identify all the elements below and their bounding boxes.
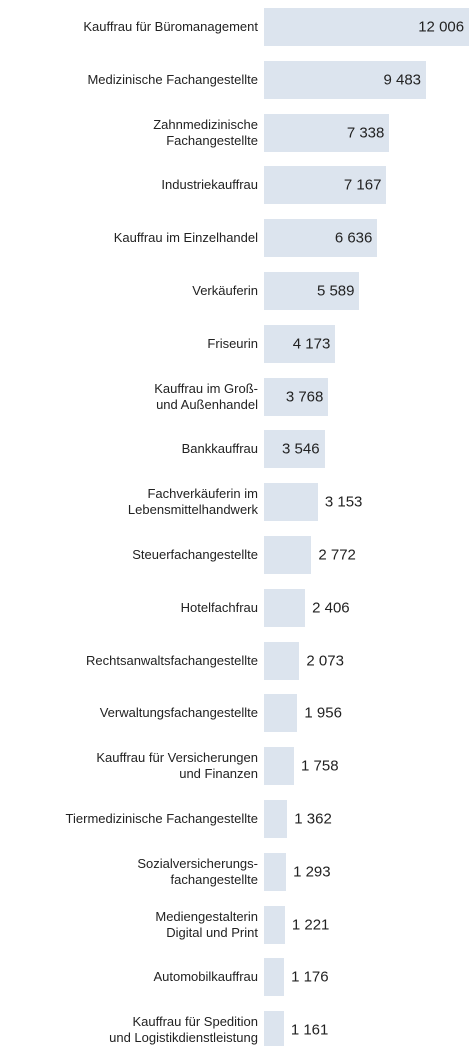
category-label: Industriekauffrau: [161, 177, 258, 193]
bar: [264, 113, 390, 152]
value-label: 6 636: [334, 229, 373, 247]
bar: [264, 905, 285, 944]
category-label: Bankkauffrau: [181, 441, 258, 457]
category-label: Sozialversicherungs- fachangestellte: [137, 855, 258, 887]
category-label: Mediengestalterin Digital und Print: [155, 908, 258, 940]
value-label: 9 483: [383, 71, 422, 89]
category-label: Verkäuferin: [192, 283, 258, 298]
bar: [264, 800, 288, 838]
bar: [264, 1011, 284, 1046]
category-label: Hotelfachfrau: [180, 599, 258, 615]
value-label: 3 768: [285, 388, 324, 406]
value-label: 5 589: [316, 282, 355, 300]
category-label: Fachverkäuferin im Lebensmittelhandwerk: [127, 486, 258, 518]
bar: [264, 166, 387, 205]
category-label: Kauffrau im Groß- und Außenhandel: [154, 380, 258, 412]
value-label: 12 006: [418, 18, 465, 36]
value-label: 3 153: [324, 493, 363, 511]
value-label: 3 546: [282, 440, 320, 458]
category-label: Kauffrau für Spedition und Logistikdiens…: [109, 1014, 258, 1046]
value-label: 2 772: [318, 546, 356, 564]
category-label: Automobilkauffrau: [153, 969, 258, 985]
bar: [264, 958, 285, 997]
bar: [264, 747, 295, 786]
value-label: 1 293: [293, 863, 331, 881]
category-label: Zahnmedizinische Fachangestellte: [153, 116, 258, 148]
value-label: 1 362: [294, 810, 332, 828]
value-label: 7 338: [346, 124, 385, 142]
value-label: 2 406: [312, 599, 350, 617]
value-label: 1 221: [291, 916, 330, 934]
category-label: Rechtsanwaltsfachangestellte: [86, 652, 258, 668]
value-label: 2 073: [306, 652, 344, 670]
bar: [264, 641, 300, 680]
value-label: 1 956: [304, 704, 342, 722]
value-label: 4 173: [292, 335, 331, 353]
bar: [264, 430, 325, 469]
category-label: Medizinische Fachangestellte: [87, 71, 258, 87]
bar: [264, 536, 312, 574]
bar: [264, 272, 360, 310]
bar: [264, 694, 298, 733]
value-label: 1 176: [291, 968, 329, 986]
category-label: Tiermedizinische Fachangestellte: [65, 811, 258, 826]
bar: [264, 219, 378, 258]
category-label: Kauffrau für Büromanagement: [83, 19, 258, 34]
bar: [264, 483, 318, 522]
value-label: 1 758: [301, 757, 339, 775]
value-label: 1 161: [290, 1021, 329, 1039]
bar: [264, 377, 329, 416]
bar: [264, 588, 306, 627]
category-label: Kauffrau im Einzelhandel: [113, 230, 258, 246]
bar: [264, 8, 470, 46]
category-label: Steuerfachangestellte: [132, 547, 258, 562]
bar: [264, 324, 336, 363]
value-label: 7 167: [343, 176, 382, 194]
bar: [264, 852, 287, 891]
category-label: Verwaltungsfachangestellte: [99, 705, 258, 721]
category-label: Friseurin: [207, 335, 258, 351]
bar: [264, 60, 426, 99]
category-label: Kauffrau für Versicherungen und Finanzen: [96, 750, 258, 782]
